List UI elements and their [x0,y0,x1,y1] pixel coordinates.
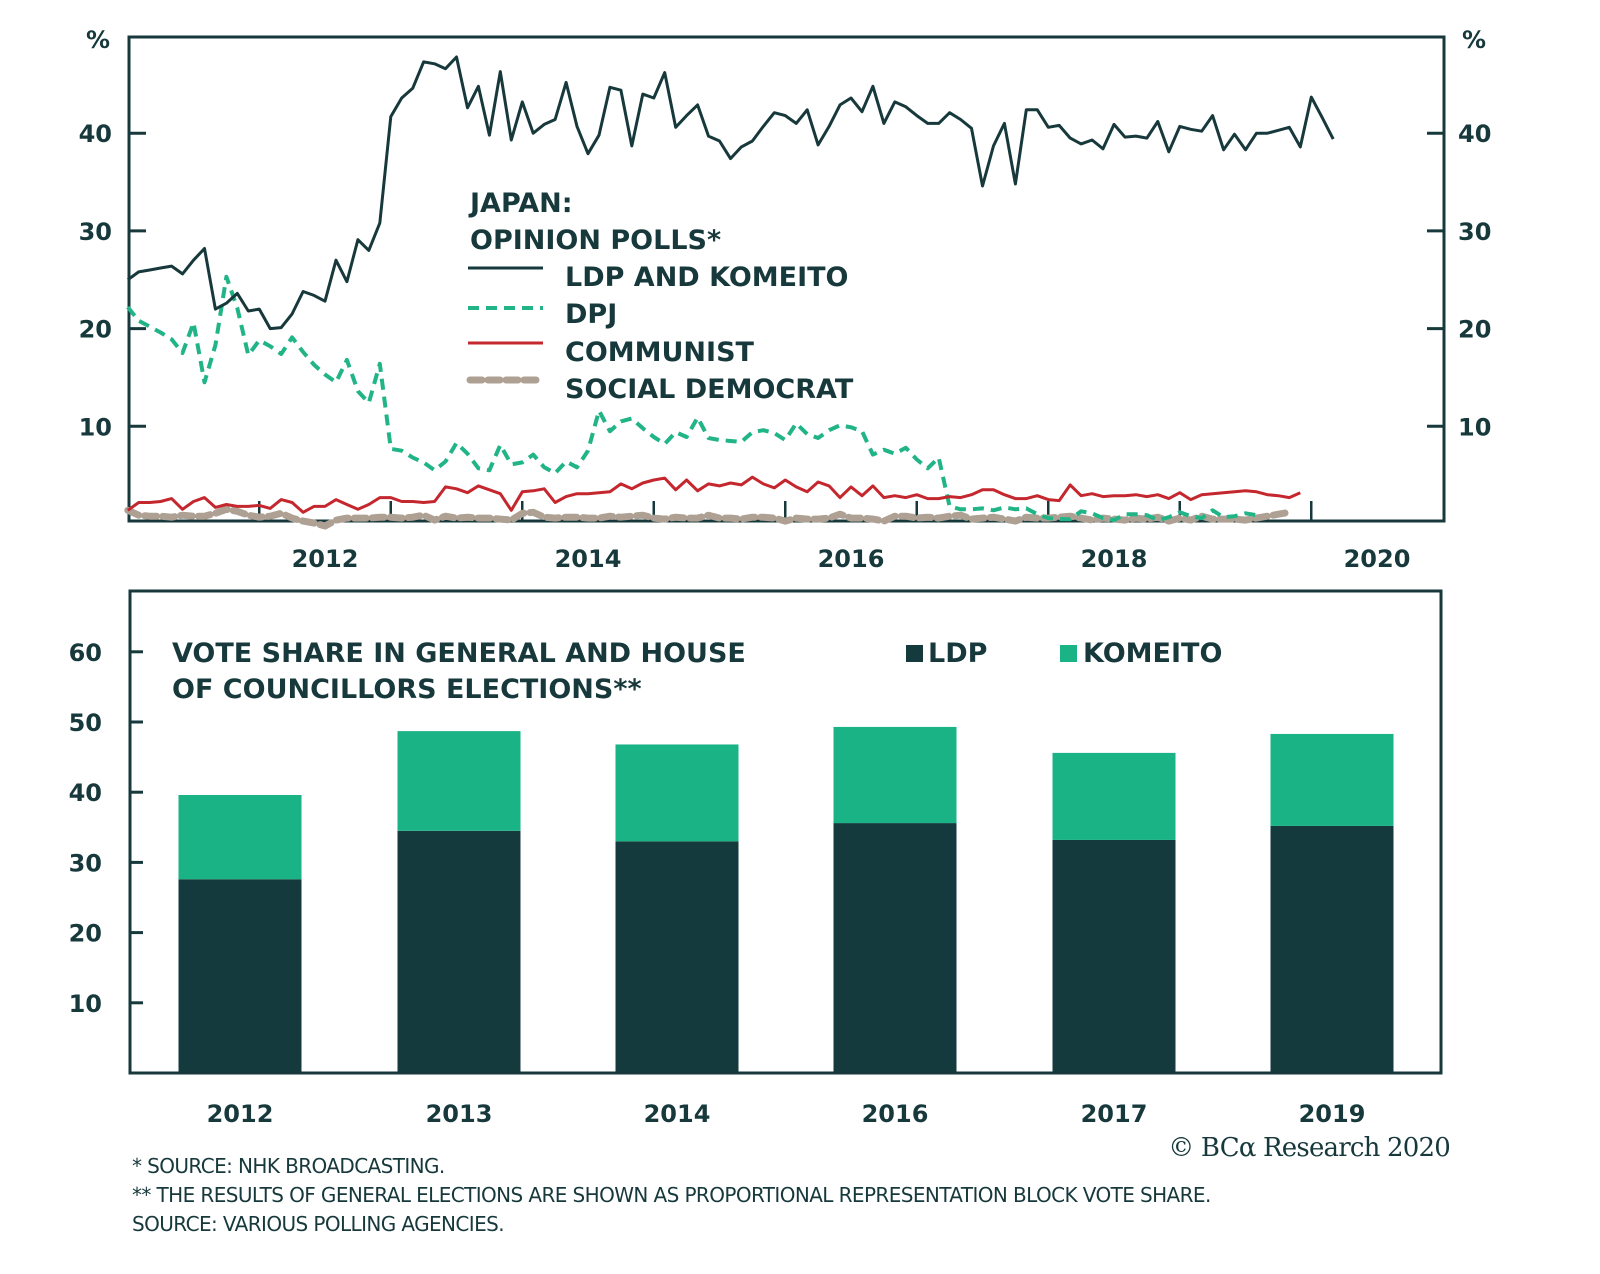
top-right-ytick-label: 10 [1458,413,1491,441]
footnote-general-elections: ** THE RESULTS OF GENERAL ELECTIONS ARE … [132,1183,1211,1207]
top-series-lines [124,55,1335,530]
top-chart-title: JAPAN: [468,188,573,219]
top-x-axis: 2012 2014 2016 2018 2020 [258,501,1411,573]
bar-komeito-2016 [833,726,957,824]
bar-ldp-2019 [1270,825,1394,1073]
top-left-unit-label: % [86,26,110,54]
bottom-ytick-label: 40 [69,779,102,807]
bottom-ytick-label: 60 [69,639,102,667]
series-line-ldp-and-komeito [126,55,1335,331]
bottom-y-axis: 10 20 30 40 50 60 [69,639,143,1018]
series-line-social-democrat [124,505,1293,530]
bottom-xtick-label: 2013 [426,1100,493,1128]
bar-ldp-2014 [615,841,739,1073]
legend-swatch-ldp [906,645,923,662]
top-left-ytick-label: 20 [79,316,112,344]
bottom-xtick-label: 2019 [1299,1100,1366,1128]
bottom-chart-title: VOTE SHARE IN GENERAL AND HOUSE [172,638,746,669]
top-right-ytick-label: 20 [1458,316,1491,344]
legend-label-social-democrat: SOCIAL DEMOCRAT [565,374,854,405]
bar-komeito-2014 [615,744,739,842]
top-y-axis: 10 10 20 20 30 30 40 40 [79,120,1492,441]
bar-komeito-2019 [1270,733,1394,826]
bar-ldp-2012 [178,879,302,1073]
bottom-xtick-label: 2014 [644,1100,711,1128]
bottom-ytick-label: 50 [69,709,102,737]
top-chart-subtitle: OPINION POLLS* [470,225,721,256]
top-xtick-label: 2020 [1344,545,1411,573]
bar-ldp-2013 [397,830,521,1073]
legend-label-communist: COMMUNIST [565,337,755,368]
bottom-x-axis: 2012 2013 2014 2016 2017 2019 [207,1100,1366,1128]
bottom-xtick-label: 2012 [207,1100,274,1128]
top-right-ytick-label: 40 [1458,120,1491,148]
vote-share-chart: 10 20 30 40 50 60 2012 2013 2014 2016 2017 2019 VO… [69,589,1443,1128]
bottom-ytick-label: 10 [69,990,102,1018]
series-line-dpj [126,274,1257,523]
top-legend: JAPAN: OPINION POLLS* LDP AND KOMEITO DP… [466,188,854,405]
bottom-xtick-label: 2016 [862,1100,929,1128]
bottom-plot-frame [128,589,1443,1075]
legend-swatch-komeito [1060,645,1077,662]
bar-ldp-2016 [833,823,957,1073]
bar-komeito-2013 [397,731,521,831]
footnote-source-polling: SOURCE: VARIOUS POLLING AGENCIES. [132,1212,505,1236]
bottom-legend: LDP KOMEITO [906,638,1222,669]
top-left-ytick-label: 10 [79,413,112,441]
legend-label-ldp-komeito: LDP AND KOMEITO [565,262,849,293]
bottom-xtick-label: 2017 [1081,1100,1148,1128]
legend-label-ldp: LDP [928,638,987,669]
bar-ldp-2017 [1052,839,1176,1073]
series-line-communist [126,475,1301,514]
copyright-notice: © BCα Research 2020 [1168,1133,1451,1163]
top-right-ytick-label: 30 [1458,218,1491,246]
top-xtick-label: 2014 [555,545,622,573]
top-xtick-label: 2018 [1081,545,1148,573]
bottom-chart-title-line2: OF COUNCILLORS ELECTIONS** [172,674,642,705]
top-right-unit-label: % [1462,26,1486,54]
bottom-ytick-label: 20 [69,920,102,948]
footnote-source-nhk: * SOURCE: NHK BROADCASTING. [132,1154,445,1178]
bar-komeito-2012 [178,795,302,880]
top-left-ytick-label: 30 [79,218,112,246]
bar-komeito-2017 [1052,752,1176,840]
legend-label-dpj: DPJ [565,299,617,330]
bottom-ytick-label: 30 [69,849,102,877]
top-xtick-label: 2012 [292,545,359,573]
top-xtick-label: 2016 [818,545,885,573]
legend-label-komeito: KOMEITO [1083,638,1222,669]
top-left-ytick-label: 40 [79,120,112,148]
vote-share-bars [178,726,1394,1073]
